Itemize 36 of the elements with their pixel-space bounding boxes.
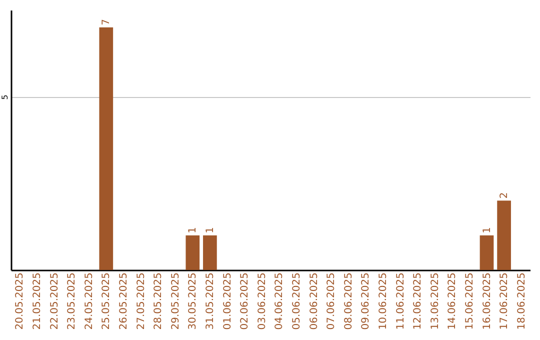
x-tick-label: 16.06.2025 — [482, 272, 493, 330]
x-tick-label: 15.06.2025 — [464, 272, 476, 330]
x-tick-label: 07.06.2025 — [326, 272, 338, 330]
x-tick-label: 24.05.2025 — [84, 272, 95, 330]
x-tick-label: 25.05.2025 — [101, 272, 112, 330]
data-label: 2 — [499, 192, 510, 199]
y-tick-label: 5 — [0, 94, 10, 100]
x-tick-label: 18.06.2025 — [516, 272, 528, 330]
x-tick-label: 23.05.2025 — [66, 272, 78, 330]
data-label: 1 — [204, 226, 216, 234]
x-tick-label: 14.06.2025 — [447, 272, 458, 330]
x-tick-label: 22.05.2025 — [49, 272, 60, 330]
x-tick-label: 10.06.2025 — [378, 272, 389, 330]
x-tick-label: 30.05.2025 — [188, 272, 199, 330]
x-tick-label: 08.06.2025 — [343, 272, 354, 330]
x-tick-label: 03.06.2025 — [256, 272, 268, 330]
x-tick-label: 11.06.2025 — [395, 272, 406, 330]
x-tick-label: 13.06.2025 — [430, 272, 441, 330]
x-tick-label: 29.05.2025 — [170, 272, 182, 330]
x-tick-label: 04.06.2025 — [274, 272, 286, 330]
x-tick-label: 01.06.2025 — [222, 272, 234, 330]
x-tick-label: 26.05.2025 — [118, 272, 130, 330]
x-tick-label: 09.06.2025 — [360, 272, 372, 330]
x-tick-label: 05.06.2025 — [291, 272, 302, 330]
x-tick-label: 12.06.2025 — [412, 272, 424, 330]
x-tick-label: 06.06.2025 — [308, 272, 320, 330]
x-tick-label: 02.06.2025 — [240, 272, 251, 330]
x-tick-label: 27.05.2025 — [136, 272, 147, 330]
x-tick-label: 20.05.2025 — [14, 272, 26, 330]
x-tick-label: 21.05.2025 — [32, 272, 43, 330]
data-label: 1 — [188, 226, 199, 234]
x-tick-label: 28.05.2025 — [153, 272, 164, 330]
data-label: 7 — [101, 18, 112, 26]
x-tick-label: 17.06.2025 — [499, 272, 510, 330]
x-tick-label: 31.05.2025 — [204, 272, 216, 330]
data-label: 1 — [482, 226, 493, 234]
